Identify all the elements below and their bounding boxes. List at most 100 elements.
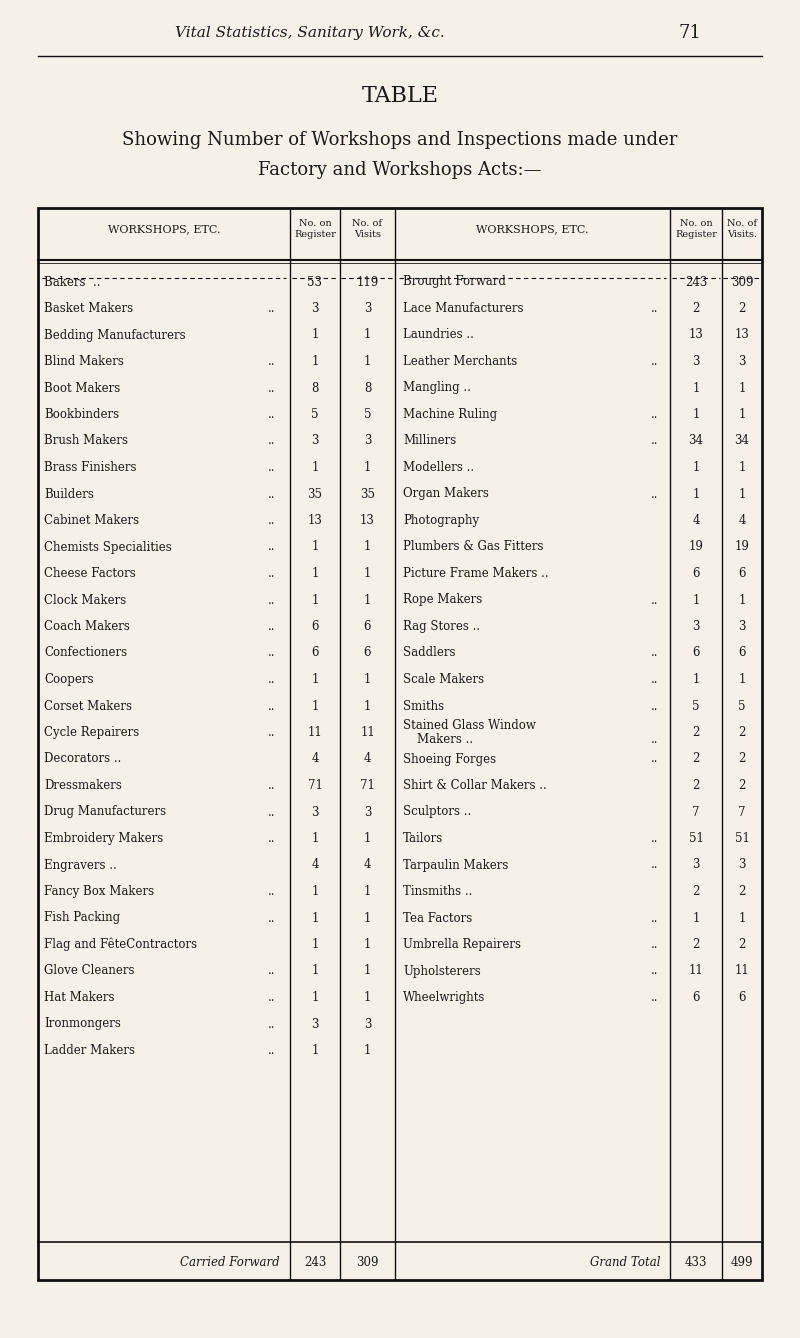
Text: 2: 2 [738, 302, 746, 314]
Text: ..: .. [651, 487, 658, 500]
Text: ..: .. [268, 541, 276, 554]
Text: 3: 3 [692, 355, 700, 368]
Text: 3: 3 [364, 302, 371, 314]
Text: 1: 1 [692, 381, 700, 395]
Text: ..: .. [268, 567, 276, 579]
Text: ..: .. [651, 965, 658, 978]
Text: 6: 6 [738, 567, 746, 579]
Text: ..: .. [268, 619, 276, 633]
Text: Saddlers: Saddlers [403, 646, 455, 660]
Text: 3: 3 [738, 619, 746, 633]
Text: 433: 433 [685, 1255, 707, 1268]
Text: 1: 1 [364, 541, 371, 554]
Text: ..: .. [268, 435, 276, 447]
Text: 1: 1 [738, 673, 746, 686]
Text: 5: 5 [692, 700, 700, 713]
Text: ..: .. [268, 727, 276, 739]
Text: 4: 4 [364, 752, 371, 765]
Text: 1: 1 [311, 884, 318, 898]
Text: 34: 34 [734, 435, 750, 447]
Text: 6: 6 [311, 619, 318, 633]
Text: ..: .. [268, 700, 276, 713]
Text: 1: 1 [364, 938, 371, 951]
Text: Carried Forward: Carried Forward [180, 1255, 280, 1268]
Text: 71: 71 [360, 779, 375, 792]
Text: 1: 1 [738, 381, 746, 395]
Text: Photography: Photography [403, 514, 479, 527]
Text: 4: 4 [692, 514, 700, 527]
Text: Fancy Box Makers: Fancy Box Makers [44, 884, 154, 898]
Text: Wheelwrights: Wheelwrights [403, 991, 486, 1004]
Text: 5: 5 [364, 408, 371, 421]
Text: 1: 1 [692, 673, 700, 686]
Text: Shirt & Collar Makers ..: Shirt & Collar Makers .. [403, 779, 546, 792]
Text: 309: 309 [730, 276, 754, 289]
Text: Fish Packing: Fish Packing [44, 911, 120, 925]
Text: 8: 8 [311, 381, 318, 395]
Text: 1: 1 [364, 355, 371, 368]
Text: Picture Frame Makers ..: Picture Frame Makers .. [403, 567, 549, 579]
Text: 2: 2 [692, 752, 700, 765]
Text: 1: 1 [311, 541, 318, 554]
Text: ..: .. [651, 832, 658, 846]
Text: 71: 71 [678, 24, 702, 41]
Text: 1: 1 [364, 462, 371, 474]
Text: 13: 13 [689, 329, 703, 341]
Text: 1: 1 [738, 911, 746, 925]
Text: 1: 1 [364, 673, 371, 686]
Text: 3: 3 [364, 805, 371, 819]
Text: Rag Stores ..: Rag Stores .. [403, 619, 480, 633]
Text: Drug Manufacturers: Drug Manufacturers [44, 805, 166, 819]
Text: Glove Cleaners: Glove Cleaners [44, 965, 134, 978]
Text: 51: 51 [689, 832, 703, 846]
Text: Dressmakers: Dressmakers [44, 779, 122, 792]
Text: 11: 11 [734, 965, 750, 978]
Text: 6: 6 [311, 646, 318, 660]
Text: 2: 2 [738, 884, 746, 898]
Text: 1: 1 [364, 991, 371, 1004]
Text: ..: .. [268, 302, 276, 314]
Text: ..: .. [651, 302, 658, 314]
Text: 2: 2 [692, 302, 700, 314]
Text: 2: 2 [692, 779, 700, 792]
Text: ..: .. [268, 381, 276, 395]
Text: Ironmongers: Ironmongers [44, 1017, 121, 1030]
Text: 5: 5 [738, 700, 746, 713]
Text: ..: .. [268, 408, 276, 421]
Text: Bakers  ..: Bakers .. [44, 276, 101, 289]
Text: 6: 6 [692, 646, 700, 660]
Text: Brush Makers: Brush Makers [44, 435, 128, 447]
Text: 7: 7 [738, 805, 746, 819]
Text: 1: 1 [311, 594, 318, 606]
Text: No. of
Visits: No. of Visits [353, 219, 382, 240]
Text: ..: .. [268, 462, 276, 474]
Text: 1: 1 [311, 355, 318, 368]
Text: 11: 11 [360, 727, 375, 739]
Text: Basket Makers: Basket Makers [44, 302, 133, 314]
Text: 5: 5 [311, 408, 318, 421]
Text: 2: 2 [738, 938, 746, 951]
Text: 1: 1 [311, 911, 318, 925]
Text: Cycle Repairers: Cycle Repairers [44, 727, 139, 739]
Text: 1: 1 [364, 700, 371, 713]
Text: Bookbinders: Bookbinders [44, 408, 119, 421]
Text: ..: .. [651, 646, 658, 660]
Text: ..: .. [651, 355, 658, 368]
Text: Embroidery Makers: Embroidery Makers [44, 832, 163, 846]
Text: ..: .. [651, 733, 658, 747]
Text: ..: .. [268, 832, 276, 846]
Text: 1: 1 [311, 329, 318, 341]
Text: Tea Factors: Tea Factors [403, 911, 472, 925]
Text: 1: 1 [364, 965, 371, 978]
Text: Engravers ..: Engravers .. [44, 859, 117, 871]
Text: Ladder Makers: Ladder Makers [44, 1044, 135, 1057]
Text: Tarpaulin Makers: Tarpaulin Makers [403, 859, 508, 871]
Text: ..: .. [268, 805, 276, 819]
Text: 11: 11 [308, 727, 322, 739]
Text: 3: 3 [692, 859, 700, 871]
Text: 4: 4 [311, 752, 318, 765]
Text: Factory and Workshops Acts:—: Factory and Workshops Acts:— [258, 161, 542, 179]
Text: WORKSHOPS, ETC.: WORKSHOPS, ETC. [476, 223, 589, 234]
Text: Grand Total: Grand Total [590, 1255, 660, 1268]
Text: 4: 4 [311, 859, 318, 871]
